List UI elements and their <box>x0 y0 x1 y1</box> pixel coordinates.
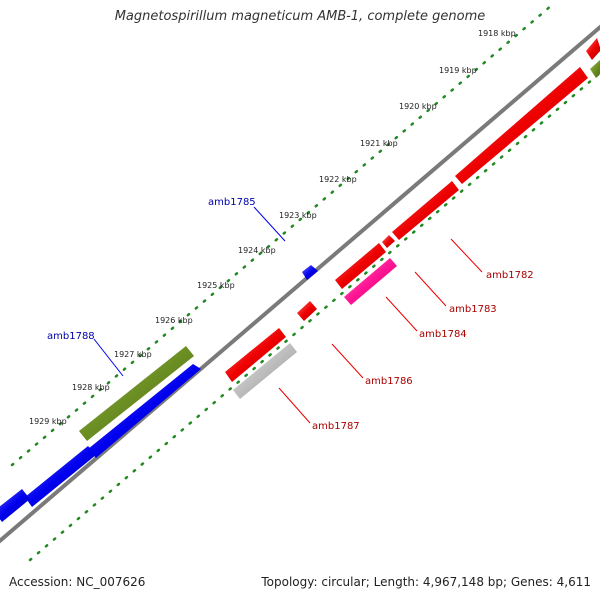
gene-amb1788[interactable] <box>88 364 201 458</box>
gene-amb1784[interactable] <box>344 258 397 305</box>
leader-amb1785 <box>253 206 286 242</box>
leader-amb1788 <box>93 338 124 377</box>
scale-label-1927: 1927 kbp <box>114 350 152 359</box>
gene-amb1786[interactable] <box>297 301 317 321</box>
gene-label-amb1783[interactable]: amb1783 <box>449 304 497 315</box>
gene-label-amb1785[interactable]: amb1785 <box>208 197 256 208</box>
gene-amb1787[interactable] <box>233 343 297 399</box>
gene-reverse-lower[interactable] <box>225 328 286 382</box>
gene-label-amb1782[interactable]: amb1782 <box>486 270 534 281</box>
gene-forward-left-2[interactable] <box>0 489 30 522</box>
leader-amb1786 <box>331 343 364 379</box>
leader-amb1782 <box>450 238 483 273</box>
scale-label-1925: 1925 kbp <box>197 281 235 290</box>
gene-label-amb1787[interactable]: amb1787 <box>312 421 360 432</box>
scale-label-1922: 1922 kbp <box>319 175 357 184</box>
gene-forward-left-1[interactable] <box>25 446 96 507</box>
scale-label-1919: 1919 kbp <box>439 66 477 75</box>
scale-label-1918: 1918 kbp <box>478 29 516 38</box>
outer-scale-track <box>10 3 554 467</box>
gene-reverse-top[interactable] <box>586 38 600 60</box>
gene-reverse-small[interactable] <box>335 243 386 289</box>
map-title: Magnetospirillum magneticum AMB-1, compl… <box>114 9 486 24</box>
gene-green-top-right[interactable] <box>590 60 600 78</box>
leader-amb1787 <box>278 387 311 424</box>
gene-amb1782[interactable] <box>455 67 588 184</box>
leader-amb1784 <box>385 296 418 332</box>
scale-label-1920: 1920 kbp <box>399 102 437 111</box>
inner-scale-track <box>28 71 600 562</box>
scale-label-1924: 1924 kbp <box>238 246 276 255</box>
gene-reverse-mid[interactable] <box>392 181 459 240</box>
gene-label-amb1786[interactable]: amb1786 <box>365 376 413 387</box>
gene-label-amb1788[interactable]: amb1788 <box>47 331 95 342</box>
gene-highlight-green[interactable] <box>79 346 194 441</box>
leader-amb1783 <box>414 271 447 307</box>
gene-label-amb1784[interactable]: amb1784 <box>419 329 467 340</box>
gene-amb1785[interactable] <box>302 265 318 280</box>
genome-summary-text: Topology: circular; Length: 4,967,148 bp… <box>261 575 591 589</box>
genome-backbone <box>0 24 600 544</box>
scale-label-1929: 1929 kbp <box>29 417 67 426</box>
accession-text: Accession: NC_007626 <box>9 575 146 589</box>
scale-label-1921: 1921 kbp <box>360 139 398 148</box>
scale-label-1926: 1926 kbp <box>155 316 193 325</box>
scale-label-1928: 1928 kbp <box>72 383 110 392</box>
scale-label-1923: 1923 kbp <box>279 211 317 220</box>
gene-amb1783[interactable] <box>382 235 395 248</box>
